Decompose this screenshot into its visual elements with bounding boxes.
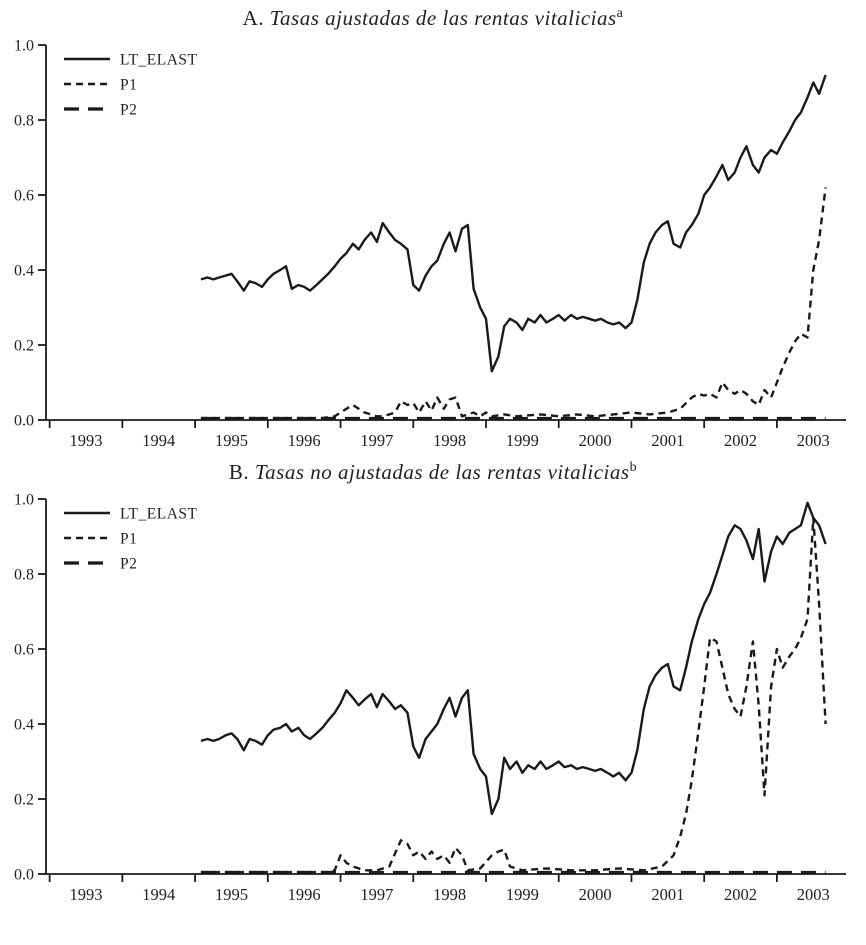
svg-text:0.2: 0.2 [14,792,34,809]
svg-text:2001: 2001 [651,431,684,450]
svg-text:1996: 1996 [288,885,321,904]
svg-text:2000: 2000 [579,431,612,450]
svg-text:P2: P2 [120,556,137,573]
svg-text:0.4: 0.4 [14,263,34,280]
svg-text:1999: 1999 [506,885,539,904]
panel-a-footnote-marker: a [616,6,624,21]
svg-text:1993: 1993 [70,885,103,904]
svg-text:2003: 2003 [797,431,830,450]
svg-text:1997: 1997 [360,885,393,904]
two-panel-line-figure: A. Tasas ajustadas de las rentas vitalic… [0,6,866,910]
svg-text:1998: 1998 [433,431,466,450]
svg-text:1995: 1995 [215,885,248,904]
svg-text:0.0: 0.0 [14,413,34,430]
panel-a: A. Tasas ajustadas de las rentas vitalic… [0,6,866,456]
svg-text:1997: 1997 [360,431,393,450]
svg-text:1.0: 1.0 [14,492,34,509]
svg-text:P2: P2 [120,102,137,119]
svg-text:2002: 2002 [724,885,757,904]
svg-text:0.6: 0.6 [14,188,34,205]
svg-text:0.2: 0.2 [14,338,34,355]
panel-b: B. Tasas no ajustadas de las rentas vita… [0,460,866,910]
svg-text:LT_ELAST: LT_ELAST [120,52,198,69]
panel-b-title-prefix: B. [228,460,255,484]
svg-text:1999: 1999 [506,431,539,450]
svg-text:P1: P1 [120,77,137,94]
panel-a-title-text: Tasas ajustadas de las rentas vitalicias [269,6,617,30]
svg-text:0.4: 0.4 [14,717,34,734]
svg-text:2003: 2003 [797,885,830,904]
svg-text:1994: 1994 [142,431,175,450]
svg-text:2001: 2001 [651,885,684,904]
svg-text:1996: 1996 [288,431,321,450]
svg-text:0.8: 0.8 [14,113,34,130]
panel-b-chart-canvas: 0.0 0.2 0.4 0.6 0.8 1.0 1993 1994 1995 1996 1997 19… [14,492,846,904]
svg-text:0.6: 0.6 [14,642,34,659]
svg-text:1993: 1993 [70,431,103,450]
svg-text:LT_ELAST: LT_ELAST [120,506,198,523]
panel-b-footnote-marker: b [629,460,638,475]
svg-text:1995: 1995 [215,431,248,450]
svg-text:2002: 2002 [724,431,757,450]
panel-a-title: A. Tasas ajustadas de las rentas vitalic… [0,6,866,31]
panel-a-chart-canvas: 0.0 0.2 0.4 0.6 0.8 1.0 1993 1994 1995 1996 1997 19… [14,38,846,450]
svg-text:P1: P1 [120,531,137,548]
panel-a-title-prefix: A. [242,6,270,30]
svg-text:2000: 2000 [579,885,612,904]
panel-b-title: B. Tasas no ajustadas de las rentas vita… [0,460,866,485]
svg-text:0.8: 0.8 [14,567,34,584]
svg-text:1994: 1994 [142,885,175,904]
svg-text:1998: 1998 [433,885,466,904]
svg-text:1.0: 1.0 [14,38,34,55]
panel-b-title-text: Tasas no ajustadas de las rentas vitalic… [254,460,630,484]
svg-text:0.0: 0.0 [14,867,34,884]
